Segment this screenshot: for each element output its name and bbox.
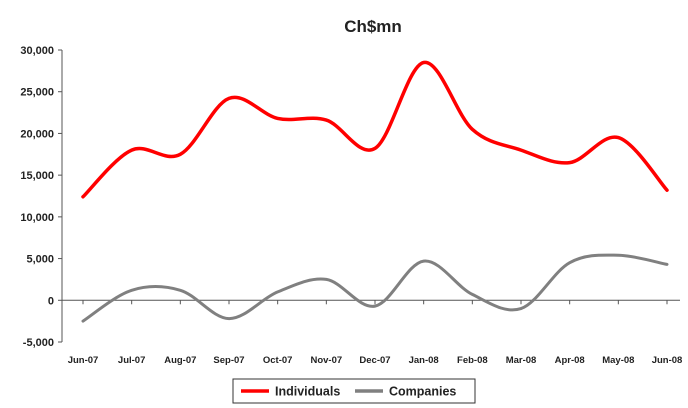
x-tick-label: Dec-07 [359, 355, 390, 366]
data-point-companies [81, 319, 85, 323]
series-line-individuals [81, 60, 669, 199]
chart-title: Ch$mn [344, 17, 402, 36]
data-point-individuals [665, 188, 669, 192]
legend: Individuals Companies [232, 378, 476, 404]
data-point-individuals [373, 147, 377, 150]
data-point-individuals [617, 136, 620, 139]
data-point-individuals [227, 97, 231, 100]
y-tick-label: -5,000 [23, 337, 54, 349]
data-point-individuals [325, 118, 328, 122]
x-tick-label: Jul-07 [118, 355, 145, 366]
data-point-individuals [422, 61, 425, 64]
data-point-companies [519, 307, 523, 310]
data-point-companies [373, 304, 377, 308]
series-line-companies [81, 253, 669, 323]
y-tick-label: 15,000 [20, 170, 54, 182]
data-point-companies [617, 254, 620, 257]
x-tick-label: Feb-08 [457, 355, 488, 366]
axes [61, 50, 680, 342]
y-tick-label: 30,000 [20, 45, 54, 57]
data-point-companies [422, 259, 425, 263]
legend-box [232, 378, 476, 404]
legend-label-individuals: Individuals [275, 385, 340, 399]
data-point-individuals [471, 128, 474, 131]
data-point-companies [471, 293, 474, 296]
x-tick-label: Jan-08 [409, 355, 439, 366]
x-tick-label: Mar-08 [506, 355, 537, 366]
series-lines [81, 60, 669, 323]
data-point-individuals [130, 148, 133, 152]
data-point-individuals [519, 148, 523, 152]
x-tick-labels: Jun-07 Jul-07 Aug-07 Sep-07 Oct-07 Nov-07 Dec-… [68, 300, 683, 366]
y-tick-label: 5,000 [26, 254, 54, 266]
x-tick-label: Oct-07 [263, 355, 293, 366]
x-tick-label: Aug-07 [164, 355, 196, 366]
x-tick-label: Nov-07 [310, 355, 342, 366]
x-tick-label: Sep-07 [213, 355, 244, 366]
data-point-individuals [81, 195, 85, 199]
data-point-companies [276, 290, 279, 294]
data-point-companies [568, 261, 571, 264]
x-tick-label: Apr-08 [555, 355, 585, 366]
x-tick-label: Jun-08 [652, 355, 683, 366]
y-tick-label: 0 [48, 295, 54, 307]
y-tick-labels: -5,000 0 5,000 10,000 15,000 20,000 25,000 30,0… [20, 45, 62, 349]
legend-label-companies: Companies [389, 385, 456, 399]
data-point-individuals [276, 117, 279, 120]
x-tick-label: May-08 [602, 355, 634, 366]
y-tick-label: 25,000 [20, 87, 54, 99]
data-point-companies [665, 263, 669, 266]
data-point-companies [325, 278, 328, 281]
data-point-companies [179, 289, 182, 292]
y-tick-label: 10,000 [20, 212, 54, 224]
data-point-companies [227, 317, 231, 320]
data-point-individuals [179, 153, 182, 156]
y-tick-label: 20,000 [20, 128, 54, 140]
data-point-companies [130, 289, 133, 292]
x-tick-label: Jun-07 [68, 355, 99, 366]
data-point-individuals [568, 161, 571, 164]
